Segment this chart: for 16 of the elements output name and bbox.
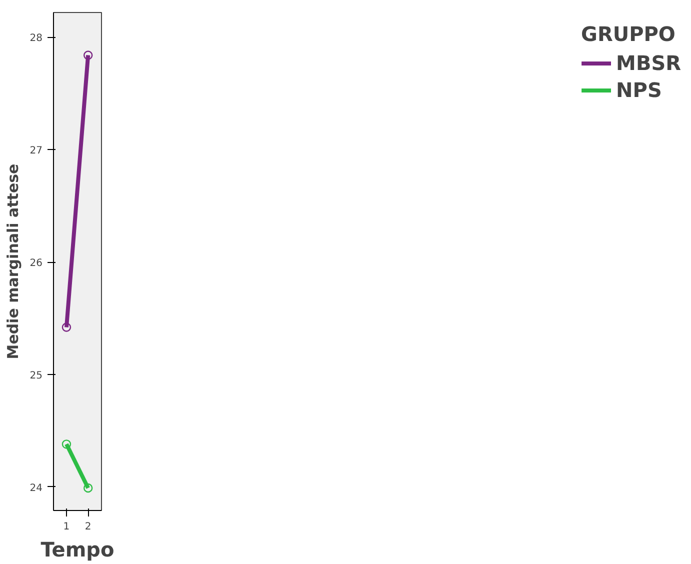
x-tick-label: 1	[63, 522, 70, 532]
legend-label: MBSR	[616, 51, 681, 75]
legend-label: NPS	[616, 78, 662, 102]
x-axis-title: Tempo	[40, 538, 114, 562]
y-tick-label: 25	[30, 370, 43, 382]
y-tick-label: 28	[30, 33, 43, 44]
y-tick-label: 27	[30, 146, 43, 157]
y-axis-title: Medie marginali attese	[4, 164, 22, 360]
legend-title: GRUPPO	[581, 22, 676, 46]
point	[83, 50, 93, 60]
point	[83, 483, 93, 493]
point	[62, 440, 72, 449]
y-tick-label: 26	[30, 258, 43, 270]
point	[62, 322, 72, 332]
y-tick-label: 24	[30, 482, 43, 494]
x-tick-label: 2	[84, 522, 92, 532]
